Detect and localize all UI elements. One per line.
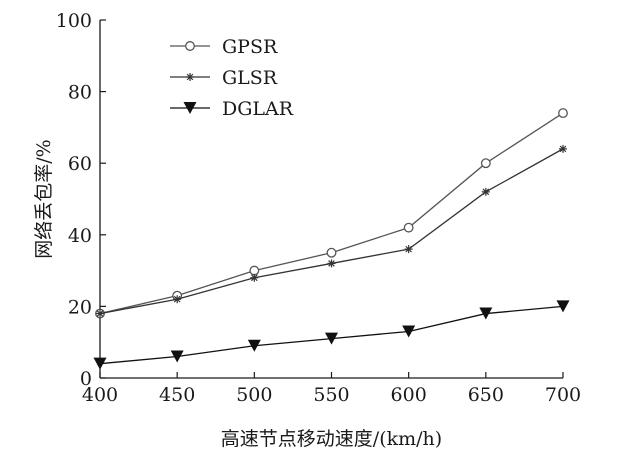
data-point bbox=[403, 222, 414, 233]
legend-marker bbox=[186, 73, 194, 81]
chart-legend: GPSR GLSR DGLAR bbox=[170, 36, 294, 120]
y-tick-label: 0 bbox=[80, 368, 92, 390]
data-point bbox=[325, 332, 338, 345]
legend-label: GLSR bbox=[222, 67, 278, 89]
legend-label: DGLAR bbox=[222, 98, 294, 120]
legend-label: GPSR bbox=[222, 36, 278, 58]
data-point bbox=[170, 350, 184, 363]
data-point bbox=[96, 309, 104, 318]
data-point bbox=[249, 265, 260, 276]
x-tick-label: 400 bbox=[82, 384, 118, 406]
legend-marker bbox=[185, 41, 195, 51]
x-tick-label: 650 bbox=[468, 384, 504, 406]
data-point bbox=[402, 325, 416, 338]
x-tick-label: 600 bbox=[391, 384, 427, 406]
data-point bbox=[479, 307, 493, 320]
y-tick-label: 80 bbox=[68, 82, 92, 104]
data-point bbox=[173, 295, 182, 304]
y-tick-label: 20 bbox=[68, 296, 92, 318]
series-line-glsr bbox=[99, 148, 564, 315]
data-point bbox=[326, 247, 337, 258]
y-tick-label: 40 bbox=[68, 225, 92, 247]
chart-series bbox=[93, 108, 570, 370]
data-point bbox=[558, 108, 568, 119]
data-point bbox=[93, 357, 107, 370]
series-gpsr bbox=[95, 108, 568, 319]
x-tick-label: 500 bbox=[236, 384, 272, 406]
data-point bbox=[404, 245, 413, 254]
series-line-gpsr bbox=[99, 112, 564, 315]
data-point bbox=[556, 300, 570, 313]
data-point bbox=[480, 158, 491, 169]
series-glsr bbox=[96, 144, 567, 318]
legend-item-glsr: GLSR bbox=[170, 67, 278, 89]
legend-item-gpsr: GPSR bbox=[170, 36, 278, 58]
data-point bbox=[481, 187, 490, 196]
series-dglar bbox=[93, 300, 570, 370]
y-tick-label: 100 bbox=[56, 10, 92, 32]
data-point bbox=[247, 339, 261, 352]
x-axis-label: 高速节点移动速度/(km/h) bbox=[221, 428, 442, 450]
x-tick-label: 700 bbox=[545, 384, 581, 406]
legend-item-dglar: DGLAR bbox=[170, 98, 294, 120]
y-axis-label: 网络丢包率/% bbox=[33, 139, 55, 258]
data-point bbox=[559, 144, 567, 153]
data-point bbox=[327, 259, 336, 268]
legend-marker bbox=[183, 102, 197, 114]
y-tick-label: 60 bbox=[68, 153, 92, 175]
x-tick-label: 550 bbox=[313, 384, 349, 406]
x-tick-label: 450 bbox=[159, 384, 195, 406]
chart-axes: 400 450 500 550 600 650 700 0 20 40 60 80 100 bbox=[56, 10, 581, 406]
data-point bbox=[250, 273, 259, 282]
